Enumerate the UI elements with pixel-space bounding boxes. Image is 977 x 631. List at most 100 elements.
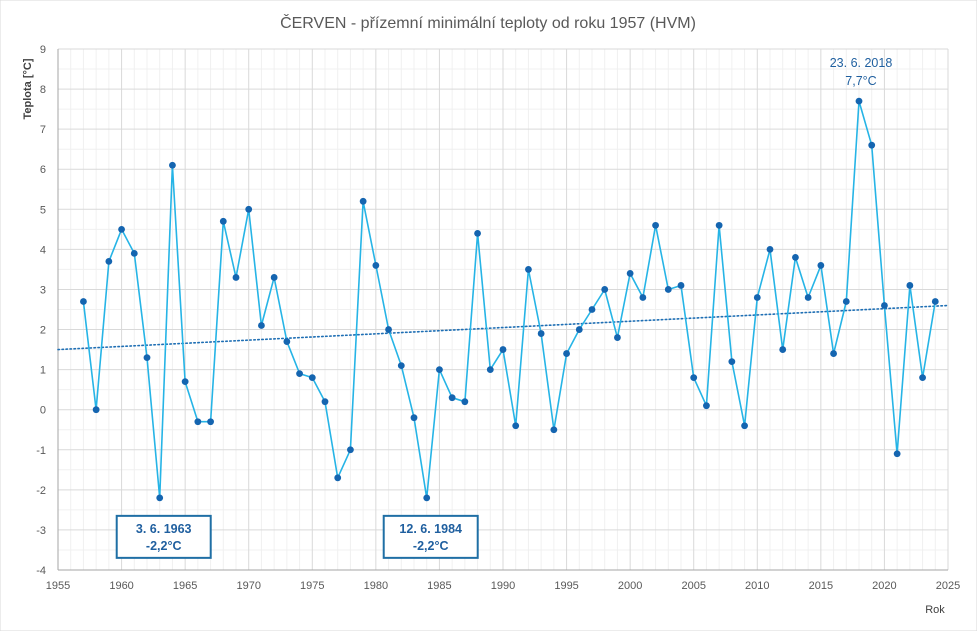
- axes: 1955 1960 1965 1970 1975 1980 1985 1990 1995 2000…: [36, 44, 960, 592]
- chart-title: ČERVEN - přízemní minimální teploty od r…: [280, 13, 696, 32]
- x-tick-label: 2010: [745, 580, 769, 592]
- gridlines: [57, 48, 949, 571]
- x-tick-label: 1980: [364, 580, 388, 592]
- data-point: [652, 221, 659, 229]
- trendline: [57, 304, 949, 351]
- data-point: [703, 402, 710, 410]
- trendline-group: [57, 304, 949, 351]
- data-point: [207, 418, 214, 426]
- data-point: [779, 346, 787, 353]
- data-point: [766, 245, 774, 253]
- data-point: [143, 354, 151, 361]
- data-point: [486, 366, 494, 374]
- data-point: [474, 229, 481, 237]
- data-point: [931, 298, 939, 305]
- data-point: [728, 358, 736, 365]
- data-point: [868, 141, 876, 149]
- x-tick-label: 1995: [554, 580, 578, 592]
- data-point: [563, 350, 570, 357]
- y-tick-label: -1: [36, 445, 46, 457]
- data-point: [817, 262, 825, 269]
- x-tick-label: 1970: [236, 580, 260, 592]
- data-point: [881, 302, 888, 309]
- data-point: [830, 350, 837, 357]
- annotation-box: [115, 514, 212, 559]
- annotation-value: -2,2°C: [146, 539, 182, 553]
- x-tick-label: 1975: [300, 580, 324, 592]
- annotation-date: 12. 6. 1984: [399, 522, 462, 536]
- y-tick-label: 8: [40, 84, 46, 96]
- data-point: [512, 422, 520, 430]
- y-tick-label: -4: [36, 565, 46, 577]
- data-point: [639, 294, 647, 301]
- annotation-box: [382, 514, 479, 559]
- data-point: [715, 221, 723, 229]
- y-tick-label: -3: [36, 525, 46, 537]
- y-tick-label: 3: [40, 284, 46, 296]
- data-point: [423, 494, 431, 502]
- data-point: [741, 422, 748, 430]
- y-tick-label: -2: [36, 485, 46, 497]
- data-point: [753, 294, 761, 301]
- y-tick-label: 4: [40, 244, 46, 256]
- data-point: [219, 217, 227, 225]
- x-tick-label: 1990: [491, 580, 515, 592]
- y-tick-label: 6: [40, 164, 46, 176]
- data-point: [385, 326, 392, 333]
- data-point: [359, 197, 367, 205]
- data-point: [308, 374, 316, 382]
- y-tick-label: 0: [40, 405, 46, 417]
- x-tick-label: 2000: [618, 580, 642, 592]
- y-tick-label: 7: [40, 124, 46, 136]
- data-point: [588, 306, 596, 313]
- data-point: [397, 362, 405, 370]
- x-tick-label: 2005: [681, 580, 705, 592]
- x-tick-label: 1955: [46, 580, 70, 592]
- annotation-value: 7,7°C: [845, 74, 876, 88]
- data-point: [893, 450, 901, 458]
- x-tick-label: 1965: [173, 580, 197, 592]
- data-point: [105, 258, 113, 265]
- x-tick-label: 2025: [936, 580, 960, 592]
- y-tick-label: 2: [40, 325, 46, 337]
- x-tick-label: 2015: [809, 580, 833, 592]
- data-point: [436, 366, 443, 374]
- data-point: [855, 97, 863, 105]
- data-point: [321, 398, 329, 406]
- x-tick-label: 1985: [427, 580, 451, 592]
- data-point: [537, 330, 545, 337]
- data-point: [499, 346, 507, 353]
- x-tick-label: 1960: [109, 580, 133, 592]
- data-point: [372, 262, 380, 269]
- data-point: [92, 406, 100, 414]
- data-point: [664, 286, 672, 293]
- data-point: [677, 282, 685, 289]
- y-axis-title: Teplota [°C]: [22, 58, 34, 119]
- data-point: [347, 446, 354, 454]
- data-point: [258, 322, 265, 329]
- series-group: [80, 97, 939, 502]
- data-point: [194, 418, 202, 426]
- data-point: [626, 270, 634, 277]
- data-point: [334, 474, 342, 482]
- data-point: [575, 326, 583, 333]
- data-point: [461, 398, 469, 406]
- data-point: [270, 274, 278, 281]
- data-point: [919, 374, 926, 382]
- annotation-date: 3. 6. 1963: [136, 522, 192, 536]
- annotation-date: 23. 6. 2018: [830, 56, 893, 70]
- series-line: [82, 100, 937, 499]
- data-point: [448, 394, 456, 402]
- x-axis-title: Rok: [925, 604, 945, 616]
- data-point: [804, 294, 812, 301]
- data-point: [296, 370, 303, 378]
- annotation-value: -2,2°C: [413, 539, 449, 553]
- data-point: [792, 254, 799, 261]
- data-point: [614, 334, 621, 341]
- data-point: [245, 205, 253, 213]
- data-point: [550, 426, 558, 434]
- data-point: [906, 282, 914, 289]
- annotations: 3. 6. 1963 -2,2°C 12. 6. 1984 -2,2°C 23. 6. …: [115, 56, 893, 559]
- data-point: [525, 266, 532, 273]
